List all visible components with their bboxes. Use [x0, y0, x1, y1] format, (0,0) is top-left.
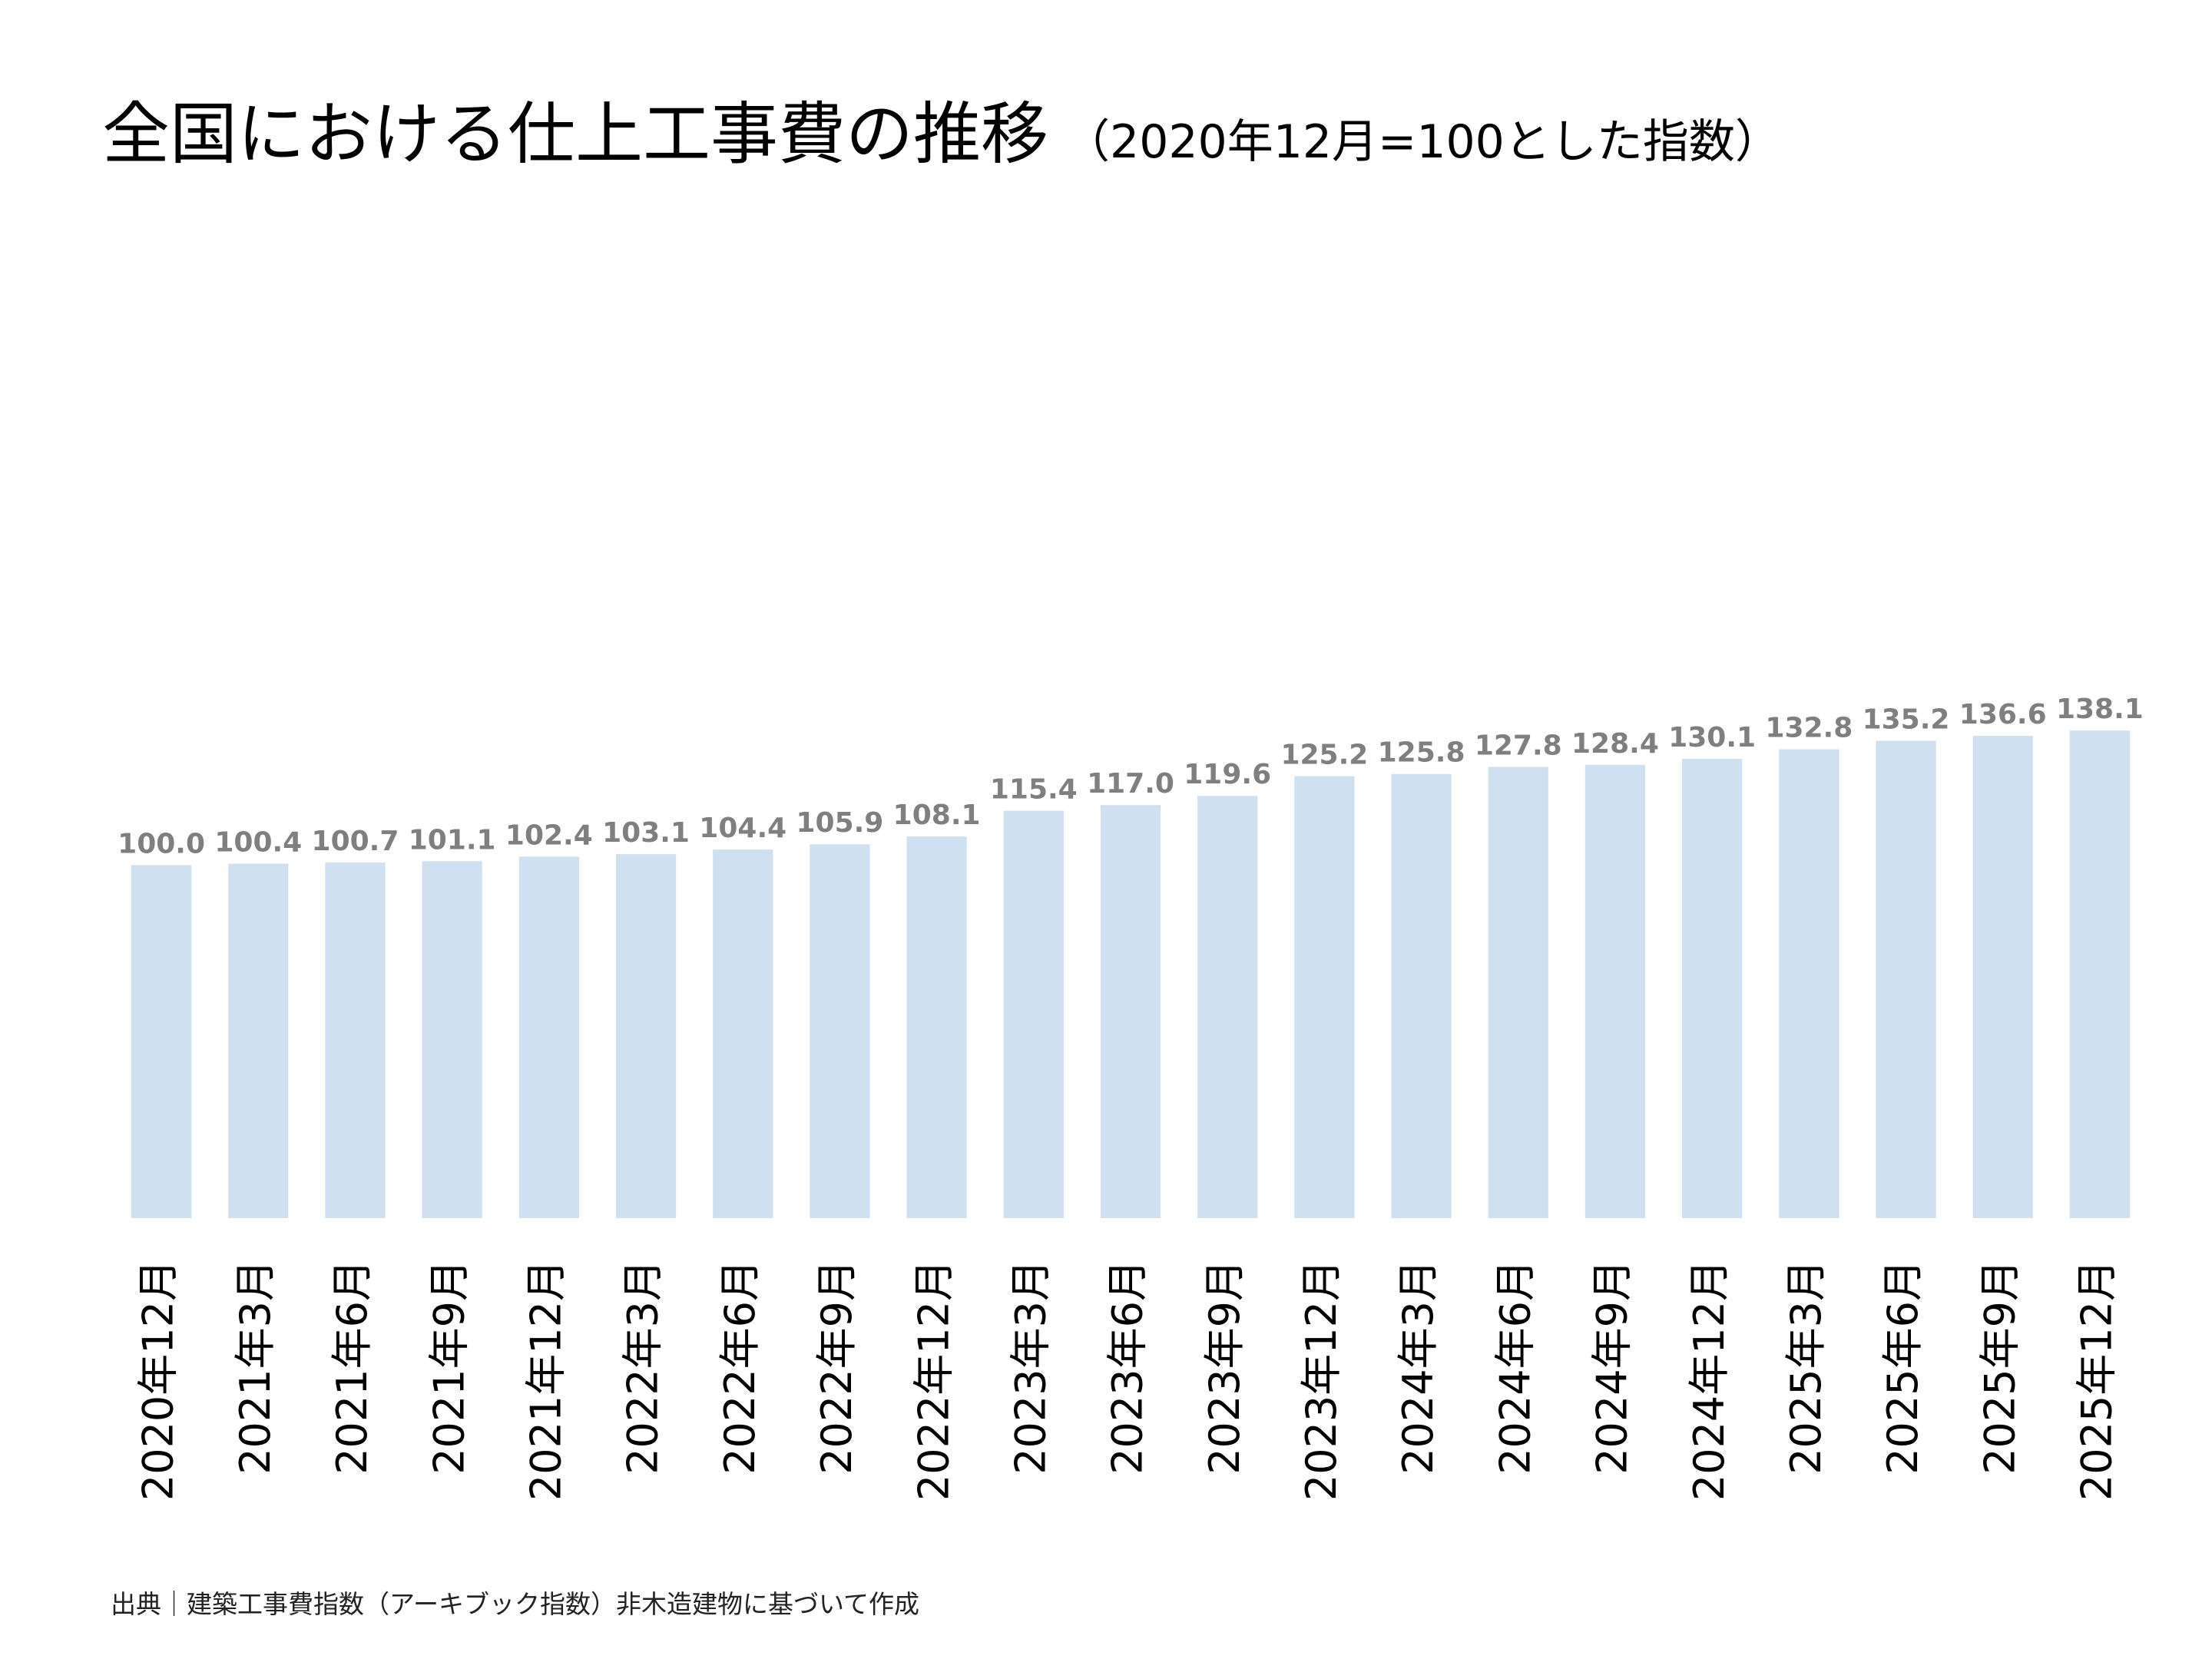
bar [1584, 764, 1646, 1218]
value-label: 136.6 [1959, 699, 2047, 730]
value-label: 105.9 [796, 807, 883, 839]
value-label: 125.2 [1280, 739, 1368, 770]
bar [422, 861, 482, 1218]
value-label: 119.6 [1184, 759, 1271, 790]
value-label: 125.8 [1378, 737, 1465, 769]
bar [1779, 749, 1839, 1218]
chart-title: 全国における仕上工事費の推移 [102, 94, 1048, 174]
x-tick-label: 2022年3月 [619, 1260, 667, 1475]
value-label: 102.4 [505, 820, 593, 851]
bar [810, 844, 870, 1218]
x-tick-label: 2024年12月 [1685, 1260, 1734, 1501]
x-tick-label: 2023年12月 [1297, 1260, 1346, 1501]
value-label: 108.1 [893, 800, 981, 831]
value-label: 101.1 [409, 824, 496, 856]
x-tick-label: 2021年12月 [522, 1260, 570, 1501]
bar [713, 849, 773, 1218]
bar [2069, 730, 2131, 1218]
bar [1294, 776, 1355, 1218]
value-label: 130.1 [1668, 722, 1756, 753]
bar [131, 865, 192, 1218]
bar [1100, 805, 1161, 1218]
value-label: 117.0 [1087, 768, 1174, 800]
value-label: 100.0 [118, 828, 205, 859]
bar [906, 836, 967, 1218]
chart-heading: 全国における仕上工事費の推移 （2020年12月=100とした指数） [102, 94, 1781, 174]
bar [518, 856, 579, 1218]
value-label: 132.8 [1765, 713, 1853, 744]
x-tick-label: 2023年6月 [1104, 1260, 1152, 1475]
x-tick-label: 2025年12月 [2073, 1260, 2121, 1501]
value-label: 127.8 [1475, 730, 1562, 762]
x-tick-label: 2024年6月 [1491, 1260, 1539, 1475]
value-label: 104.4 [699, 813, 786, 844]
x-tick-label: 2023年9月 [1200, 1260, 1249, 1475]
source-note: 出典｜建築工事費指数（アーキブック指数）非木造建物に基づいて作成 [111, 1589, 919, 1619]
bar [1488, 767, 1548, 1218]
chart-subtitle: （2020年12月=100とした指数） [1064, 115, 1781, 169]
bar [1682, 758, 1743, 1218]
bar [1876, 740, 1936, 1218]
bar [1972, 736, 2033, 1218]
value-label: 100.4 [214, 826, 302, 858]
x-tick-label: 2021年3月 [231, 1260, 280, 1475]
value-label: 135.2 [1863, 704, 1950, 736]
x-tick-label: 2020年12月 [134, 1260, 183, 1501]
bar [325, 863, 386, 1218]
bar [1197, 796, 1258, 1218]
bar [228, 863, 289, 1218]
x-tick-label: 2022年6月 [716, 1260, 764, 1475]
x-tick-label: 2021年6月 [328, 1260, 376, 1475]
bar [1003, 810, 1064, 1218]
value-label: 103.1 [602, 817, 690, 849]
value-label: 100.7 [312, 826, 399, 857]
x-tick-label: 2024年3月 [1394, 1260, 1442, 1475]
bar [1391, 773, 1452, 1218]
x-tick-label: 2021年9月 [425, 1260, 473, 1475]
x-tick-label: 2022年9月 [813, 1260, 861, 1475]
value-label: 138.1 [2056, 694, 2144, 725]
x-tick-label: 2023年3月 [1006, 1260, 1055, 1475]
bar [615, 854, 677, 1218]
value-label: 115.4 [990, 774, 1078, 806]
x-tick-label: 2022年12月 [909, 1260, 958, 1501]
x-tick-label: 2025年3月 [1782, 1260, 1830, 1475]
value-label: 128.4 [1571, 728, 1659, 760]
x-tick-label: 2024年9月 [1588, 1260, 1637, 1475]
x-tick-label: 2025年6月 [1879, 1260, 1927, 1475]
x-tick-label: 2025年9月 [1975, 1260, 2024, 1475]
